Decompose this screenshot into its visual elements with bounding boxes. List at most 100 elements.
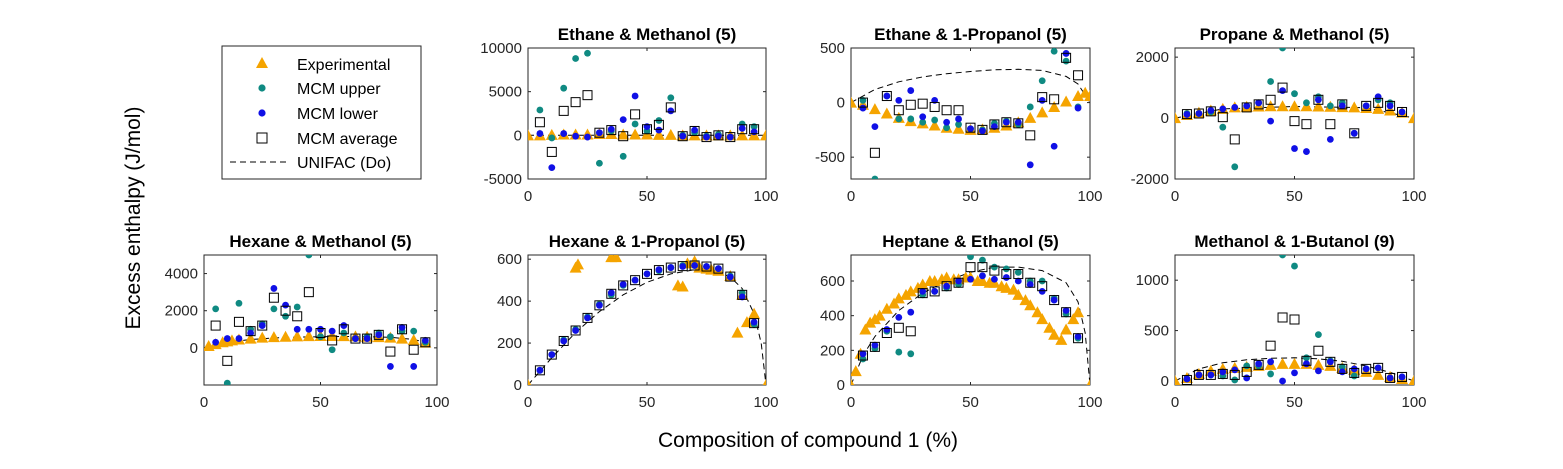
experimental-point xyxy=(1175,112,1181,124)
mcm-upper-point xyxy=(1350,372,1358,380)
mcm-average-point xyxy=(630,109,641,120)
mcm-average-point xyxy=(327,335,338,346)
mcm-lower-point xyxy=(1303,148,1310,155)
mcm-upper-point xyxy=(1231,376,1239,384)
mcm-average-point xyxy=(582,312,593,323)
mcm-lower-point xyxy=(871,123,879,130)
mcm-lower-point xyxy=(317,325,324,333)
experimental-point xyxy=(880,107,893,119)
unifac-line xyxy=(851,266,1090,385)
experimental-point xyxy=(1036,313,1049,325)
mcm-average-point xyxy=(713,130,724,141)
mcm-upper-point xyxy=(235,299,243,307)
mcm-upper-point xyxy=(1303,99,1310,107)
y-tick-label: 0 xyxy=(514,127,522,144)
legend-item-mcm-upper: MCM upper xyxy=(258,81,381,98)
mcm-average-point xyxy=(606,288,617,299)
mcm-upper-point xyxy=(387,333,394,341)
mcm-average-point xyxy=(893,322,904,333)
experimental-point xyxy=(267,331,280,343)
data-marks xyxy=(851,48,1090,179)
legend-label-mcm-upper: MCM upper xyxy=(297,81,381,98)
mcm-lower-point xyxy=(979,127,986,135)
experimental-point xyxy=(1072,90,1085,102)
mcm-average-point xyxy=(1373,362,1384,373)
experimental-point xyxy=(396,332,409,344)
mcm-lower-point xyxy=(270,285,278,292)
mcm-lower-point xyxy=(1074,104,1082,112)
experimental-point xyxy=(928,119,941,131)
mcm-upper-point xyxy=(1326,102,1334,110)
data-marks xyxy=(528,49,766,172)
mcm-upper-point xyxy=(1279,48,1286,52)
mcm-lower-point xyxy=(421,337,429,344)
x-tick-label: 50 xyxy=(639,394,656,411)
mcm-upper-point xyxy=(317,333,324,341)
experimental-point xyxy=(873,309,886,321)
mcm-lower-point xyxy=(667,107,675,115)
mcm-lower-point xyxy=(1386,374,1394,382)
mcm-average-point xyxy=(953,277,964,288)
experimental-point xyxy=(652,128,665,140)
mcm-upper-point xyxy=(631,120,639,128)
mcm-average-point xyxy=(1289,116,1300,127)
mcm-lower-point xyxy=(387,363,394,370)
mcm-average-point xyxy=(941,281,952,292)
mcm-average-point xyxy=(653,119,664,130)
mcm-average-point xyxy=(653,265,664,276)
mcm-upper-point xyxy=(212,305,220,313)
mcm-average-point xyxy=(857,350,868,361)
mcm-upper-point xyxy=(859,355,867,363)
mcm-lower-point xyxy=(919,288,927,295)
mcm-lower-point xyxy=(1315,367,1322,375)
mcm-average-point xyxy=(303,287,314,298)
mcm-average-point xyxy=(642,268,652,279)
mcm-lower-point xyxy=(607,289,615,297)
mcm-lower-point xyxy=(1243,374,1251,382)
mcm-upper-point xyxy=(979,256,986,264)
experimental-point xyxy=(892,292,905,304)
mcm-average-point xyxy=(1073,70,1084,81)
data-marks xyxy=(1175,48,1414,171)
x-tick-label: 100 xyxy=(1401,394,1426,411)
mcm-lower-point xyxy=(1038,288,1046,295)
mcm-lower-point xyxy=(1279,377,1286,385)
experimental-point xyxy=(1408,374,1414,385)
mcm-lower-point xyxy=(247,329,255,337)
mcm-average-point xyxy=(1205,369,1216,380)
experimental-point xyxy=(1372,368,1385,380)
unifac-line xyxy=(1175,357,1414,382)
experimental-point xyxy=(940,271,953,283)
mcm-lower-point xyxy=(1231,366,1239,374)
unifac-line xyxy=(204,335,426,349)
mcm-average-point xyxy=(965,122,976,133)
mcm-upper-point xyxy=(1062,57,1070,65)
mcm-upper-point xyxy=(907,350,915,358)
mcm-lower-point xyxy=(703,263,710,270)
mcm-lower-point xyxy=(1074,333,1082,340)
x-tick-label: 0 xyxy=(1171,394,1179,411)
x-tick-label: 100 xyxy=(753,188,778,205)
mcm-upper-point xyxy=(1291,262,1298,270)
experimental-point xyxy=(279,330,292,342)
mcm-average-point xyxy=(725,271,736,282)
legend-box xyxy=(221,45,422,180)
mcm-average-point xyxy=(210,320,221,331)
experimental-point xyxy=(1048,328,1061,340)
x-tick-label: 0 xyxy=(524,394,532,411)
mcm-lower-point xyxy=(1219,105,1227,113)
mcm-average-point xyxy=(1205,106,1216,117)
mcm-average-point xyxy=(1229,369,1240,380)
mcm-lower-point xyxy=(1267,358,1274,366)
experimental-point xyxy=(1072,306,1085,318)
y-tick-label: 2000 xyxy=(1136,49,1169,66)
mcm-upper-point xyxy=(223,379,231,385)
mcm-upper-point xyxy=(1038,277,1046,285)
mcm-average-point xyxy=(1025,130,1036,141)
mcm-lower-point xyxy=(1231,104,1239,111)
mcm-average-point xyxy=(630,275,641,286)
chart-title: Heptane & Ethanol (5) xyxy=(882,232,1059,251)
mcm-average-point xyxy=(665,102,676,113)
mcm-average-point xyxy=(989,119,1000,130)
experimental-point xyxy=(736,129,749,141)
